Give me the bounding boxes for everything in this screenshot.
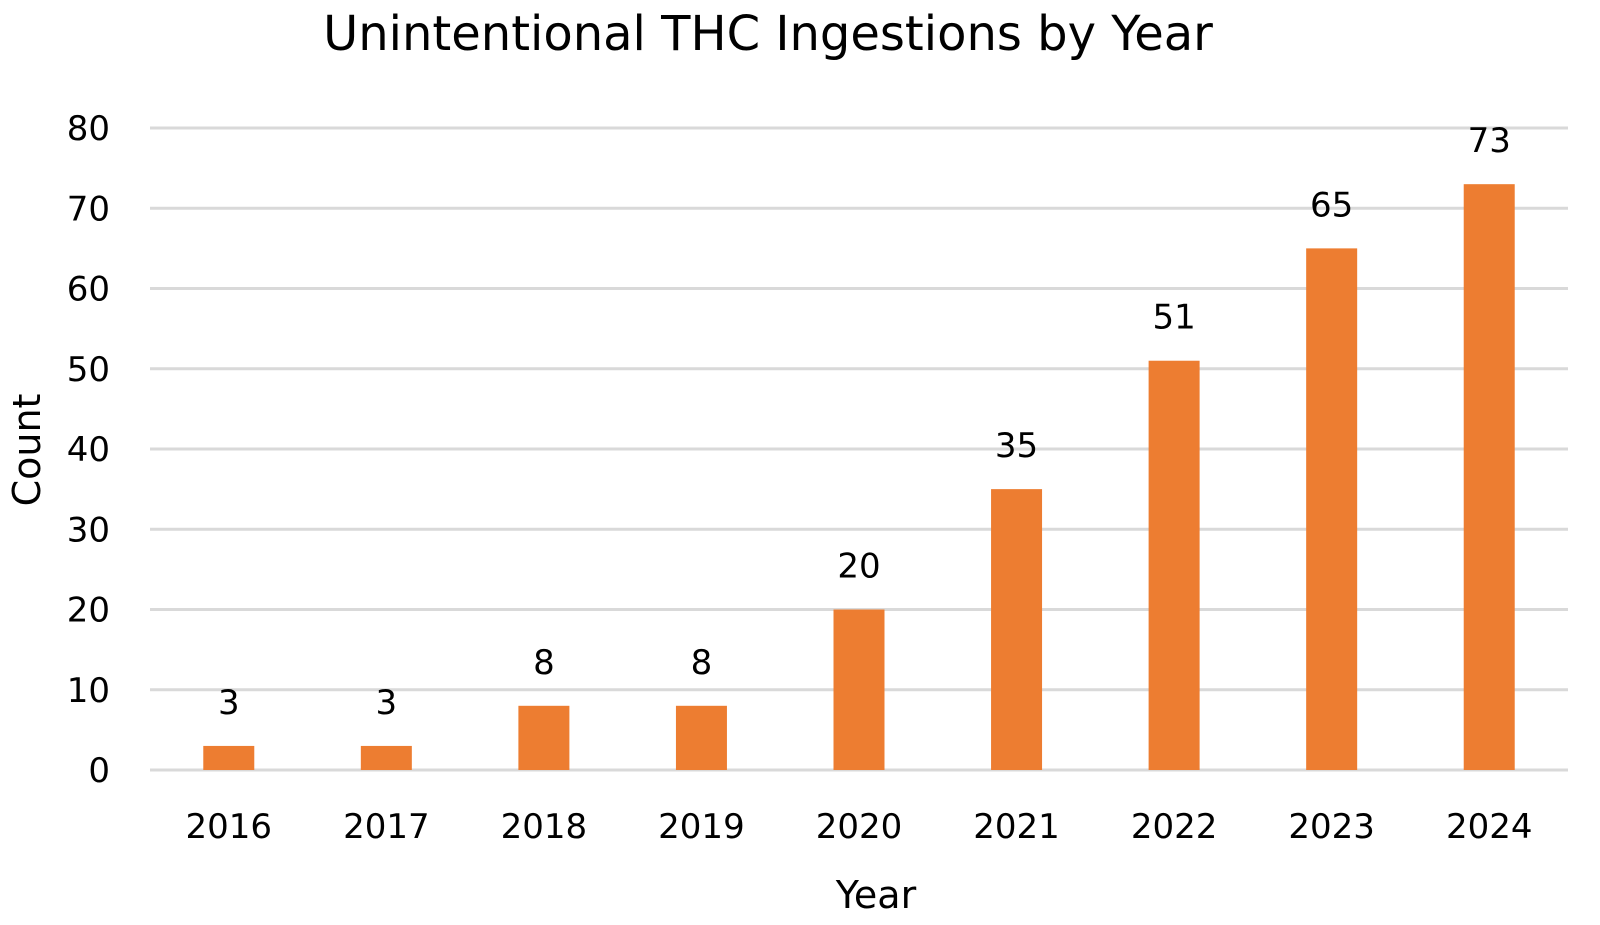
x-tick-label-2019: 2019 [658,807,745,847]
x-axis-title: Year [835,873,917,917]
y-tick-label-20: 20 [67,591,110,631]
x-tick-label-2022: 2022 [1131,807,1218,847]
x-tick-label-2017: 2017 [343,807,430,847]
bar-2020 [833,609,885,770]
y-axis-tick-labels: 0 10 20 30 40 50 60 70 80 [67,109,110,791]
bar-2024 [1463,184,1515,771]
y-tick-label-50: 50 [67,350,110,390]
y-tick-label-10: 10 [67,671,110,711]
data-label-2023: 65 [1310,185,1353,225]
y-tick-label-70: 70 [67,189,110,229]
bar-2021 [991,489,1043,770]
x-tick-label-2016: 2016 [186,807,273,847]
x-axis-tick-labels: 2016 2017 2018 2019 2020 2021 2022 2023 2024 [186,807,1533,847]
x-tick-label-2024: 2024 [1446,807,1533,847]
data-label-2022: 51 [1152,298,1195,338]
y-tick-label-0: 0 [88,751,110,791]
data-label-2018: 8 [533,643,555,683]
data-label-2017: 3 [376,683,398,723]
x-tick-label-2021: 2021 [973,807,1060,847]
x-tick-label-2020: 2020 [816,807,903,847]
data-labels: 3 3 8 8 20 35 51 65 73 [218,121,1511,723]
data-label-2024: 73 [1468,121,1511,161]
chart-title: Unintentional THC Ingestions by Year [323,6,1213,62]
y-tick-label-80: 80 [67,109,110,149]
y-tick-label-60: 60 [67,270,110,310]
data-label-2021: 35 [995,426,1038,466]
bar-2017 [360,745,412,770]
data-label-2020: 20 [837,547,880,587]
bar-2019 [675,705,727,770]
data-label-2016: 3 [218,683,240,723]
bar-2016 [203,745,255,770]
data-label-2019: 8 [691,643,713,683]
bar-2018 [518,705,570,770]
x-tick-label-2018: 2018 [501,807,588,847]
bars [203,184,1515,771]
bar-2022 [1148,360,1200,770]
gridlines [150,126,1568,772]
y-tick-label-40: 40 [67,430,110,470]
bar-2023 [1306,248,1358,770]
y-tick-label-30: 30 [67,510,110,550]
x-tick-label-2023: 2023 [1288,807,1375,847]
y-axis-title: Count [5,394,49,507]
